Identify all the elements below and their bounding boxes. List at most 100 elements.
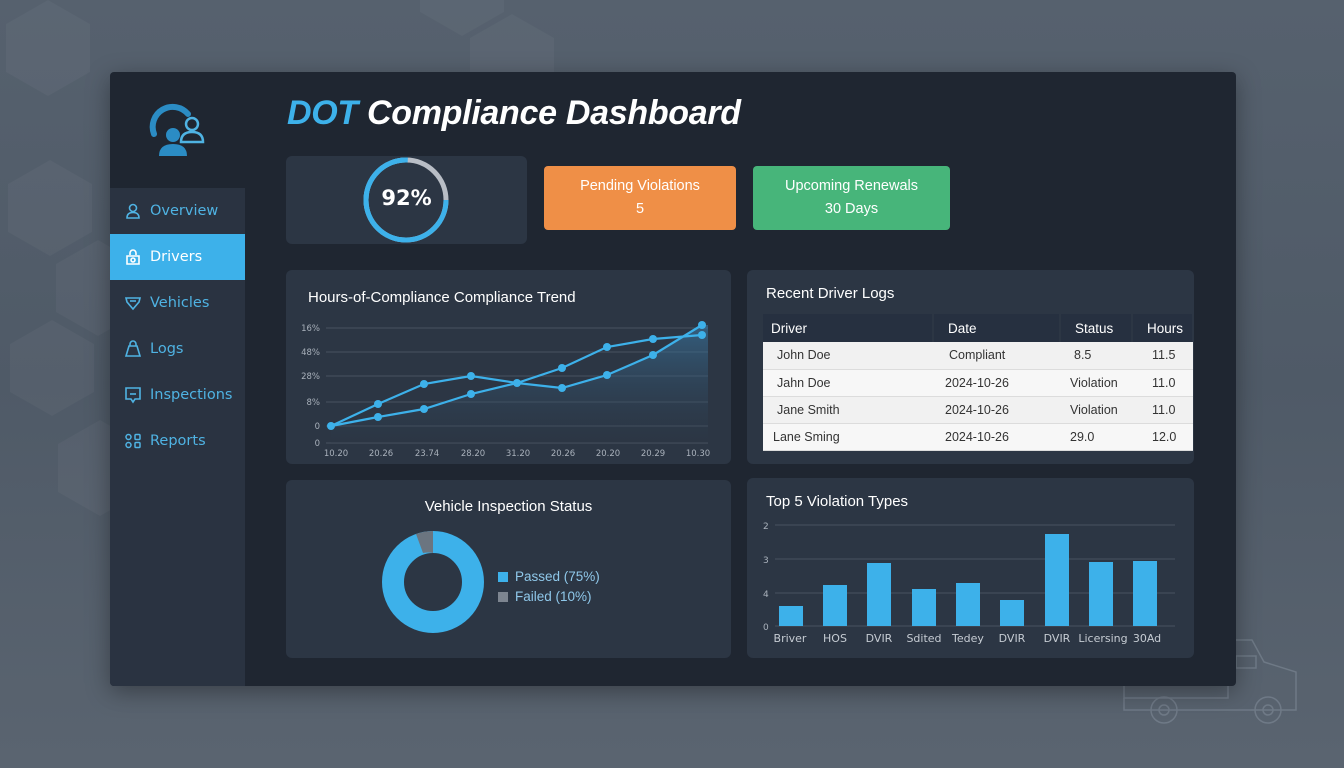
- x-tick: DVIR: [999, 632, 1026, 645]
- column-header-hours[interactable]: Hours: [1132, 314, 1194, 342]
- x-tick: Licersing: [1078, 632, 1127, 645]
- x-tick: 20.26: [369, 449, 393, 459]
- sidebar-item-label: Inspections: [150, 387, 233, 403]
- bar[interactable]: [1089, 562, 1113, 626]
- legend-item-passed: Passed (75%): [498, 567, 600, 587]
- cell-driver: Jahn Doe: [763, 369, 933, 397]
- compliance-gauge-card: 92%: [286, 156, 527, 244]
- bar[interactable]: [956, 583, 980, 626]
- bar[interactable]: [1045, 534, 1069, 626]
- sidebar-item-label: Drivers: [150, 249, 203, 265]
- cell-hours: 11.0: [1132, 369, 1193, 397]
- recent-driver-logs-panel: Recent Driver Logs Driver Date Status Ho…: [747, 270, 1194, 464]
- sidebar-item-drivers[interactable]: Drivers: [110, 234, 245, 280]
- sidebar-item-inspections[interactable]: Inspections: [110, 372, 245, 418]
- table-row[interactable]: Jane Smith 2024-10-26 Violation 11.0: [763, 396, 1193, 424]
- bar[interactable]: [823, 585, 847, 626]
- bar[interactable]: [779, 606, 803, 626]
- upcoming-renewals-label: Upcoming Renewals: [785, 178, 918, 194]
- hexagon-decoration: [8, 160, 92, 256]
- sidebar-item-label: Logs: [150, 341, 184, 357]
- hexagon-decoration: [6, 0, 90, 96]
- violation-types-chart: 2 3 4 0 Briver HOS DVIR Sdited: [763, 522, 1175, 645]
- cell-date: 2024-10-26: [933, 396, 1060, 424]
- y-tick: 0: [315, 422, 320, 432]
- column-header-driver[interactable]: Driver: [763, 314, 934, 342]
- driver-logs-table: Driver Date Status Hours John Doe Compli…: [763, 314, 1194, 451]
- cell-date: 2024-10-26: [933, 423, 1060, 451]
- sidebar-item-overview[interactable]: Overview: [110, 188, 245, 234]
- compliance-trend-title: Hours-of-Compliance Compliance Trend: [308, 289, 576, 306]
- legend-item-failed: Failed (10%): [498, 587, 600, 607]
- x-tick: 20.26: [551, 449, 575, 459]
- pending-violations-card[interactable]: Pending Violations 5: [544, 166, 736, 230]
- shield-icon: [124, 297, 142, 311]
- y-tick: 48%: [301, 348, 320, 358]
- x-tick: 20.29: [641, 449, 665, 459]
- column-header-status[interactable]: Status: [1060, 314, 1133, 342]
- vehicle-inspection-panel: Vehicle Inspection Status Passed (75%) F…: [286, 480, 731, 658]
- cell-hours: 12.0: [1132, 423, 1193, 451]
- x-tick: Tedey: [951, 632, 984, 645]
- inspection-donut-chart: [382, 531, 484, 633]
- lock-user-icon: [126, 249, 140, 265]
- y-tick: 28%: [301, 372, 320, 382]
- y-tick: 16%: [301, 324, 320, 334]
- y-tick: 0: [315, 439, 320, 449]
- table-row[interactable]: Lane Sming 2024-10-26 29.0 12.0: [763, 423, 1193, 451]
- bar[interactable]: [1000, 600, 1024, 626]
- table-row[interactable]: Jahn Doe 2024-10-26 Violation 11.0: [763, 369, 1193, 397]
- cell-hours: 11.0: [1132, 396, 1193, 424]
- bag-icon: [124, 340, 142, 357]
- column-header-date[interactable]: Date: [933, 314, 1061, 342]
- page-title: DOT Compliance Dashboard: [287, 94, 741, 132]
- sidebar-item-vehicles[interactable]: Vehicles: [110, 280, 245, 326]
- bar[interactable]: [867, 563, 891, 626]
- sidebar-nav: Overview Drivers Vehicles Logs Inspectio…: [110, 188, 245, 686]
- sidebar-item-label: Overview: [150, 203, 219, 219]
- compliance-gauge: [363, 157, 449, 243]
- cell-hours: 11.5: [1132, 342, 1193, 370]
- compliance-trend-panel: Hours-of-Compliance Compliance Trend 16%…: [286, 270, 731, 464]
- grid-icon: [125, 433, 141, 449]
- pending-violations-label: Pending Violations: [580, 178, 700, 194]
- x-tick: 30Ad: [1133, 632, 1161, 645]
- dashboard-window: Overview Drivers Vehicles Logs Inspectio…: [110, 72, 1236, 686]
- y-tick: 0: [763, 623, 769, 633]
- cell-date: 2024-10-26: [933, 369, 1060, 397]
- y-tick: 8%: [307, 398, 321, 408]
- recent-driver-logs-title: Recent Driver Logs: [766, 285, 895, 302]
- upcoming-renewals-value: 30 Days: [824, 201, 879, 217]
- pending-violations-value: 5: [635, 201, 645, 217]
- cell-status: Violation: [1060, 396, 1132, 424]
- compliance-percent: 92%: [381, 186, 432, 210]
- user-icon: [126, 203, 140, 219]
- x-tick: Sdited: [906, 632, 941, 645]
- inspection-legend: Passed (75%) Failed (10%): [498, 567, 600, 607]
- legend-swatch: [498, 572, 508, 582]
- table-row[interactable]: John Doe Compliant 8.5 11.5: [763, 342, 1193, 370]
- x-tick: DVIR: [866, 632, 893, 645]
- violation-types-panel: Top 5 Violation Types 2 3 4 0: [747, 478, 1194, 658]
- bar[interactable]: [1133, 561, 1157, 626]
- sidebar-item-label: Reports: [150, 433, 206, 449]
- support-team-logo-icon: [149, 103, 205, 156]
- upcoming-renewals-card[interactable]: Upcoming Renewals 30 Days: [753, 166, 950, 230]
- cell-driver: Lane Sming: [763, 423, 933, 451]
- sidebar-item-label: Vehicles: [150, 295, 210, 311]
- bar[interactable]: [912, 589, 936, 626]
- cell-status: 8.5: [1060, 342, 1132, 370]
- y-tick: 3: [763, 556, 769, 566]
- cell-driver: Jane Smith: [763, 396, 933, 424]
- x-tick: 31.20: [506, 449, 530, 459]
- x-tick: 28.20: [461, 449, 485, 459]
- sidebar-item-logs[interactable]: Logs: [110, 326, 245, 372]
- hexagon-decoration: [10, 320, 94, 416]
- x-tick: HOS: [823, 632, 847, 645]
- y-tick: 4: [763, 590, 769, 600]
- sidebar-item-reports[interactable]: Reports: [110, 418, 245, 464]
- compliance-trend-chart: 16% 48% 28% 8% 0 0 10.20: [301, 321, 710, 459]
- cell-date: Compliant: [933, 342, 1060, 370]
- legend-swatch: [498, 592, 508, 602]
- cell-status: Violation: [1060, 369, 1132, 397]
